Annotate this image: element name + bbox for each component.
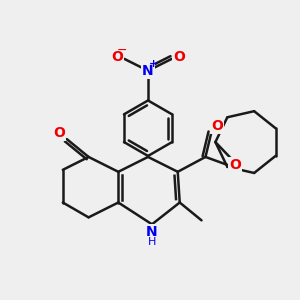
Text: O: O	[229, 158, 241, 172]
Text: −: −	[117, 44, 128, 56]
Text: O: O	[53, 126, 65, 140]
Text: H: H	[148, 237, 156, 247]
Text: O: O	[212, 119, 223, 133]
Text: O: O	[173, 50, 185, 64]
Text: N: N	[142, 64, 154, 78]
Text: N: N	[146, 225, 158, 239]
Text: O: O	[111, 50, 123, 64]
Text: +: +	[149, 59, 159, 69]
